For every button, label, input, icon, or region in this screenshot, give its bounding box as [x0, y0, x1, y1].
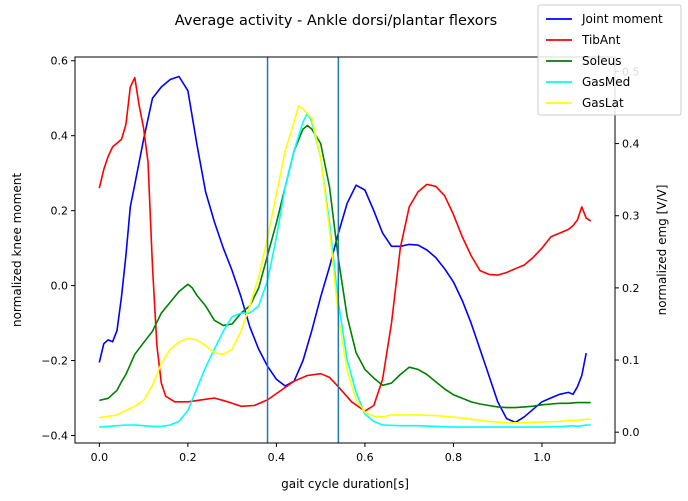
left-y-tick-label: 0.6 [51, 55, 69, 68]
right-y-tick-label: 0.2 [622, 282, 640, 295]
left-y-tick-label: 0.4 [51, 130, 69, 143]
plot-frame [74, 56, 616, 444]
series-line-gasmed [99, 112, 591, 428]
x-tick-label: 0.8 [445, 451, 463, 464]
left-axis-ticks: −0.4 −0.2 0.0 0.2 0.4 0.6 [41, 55, 75, 443]
right-y-tick-label: 0.4 [622, 138, 640, 151]
x-axis-ticks: 0.0 0.2 0.4 0.6 0.8 1.0 [91, 443, 551, 464]
right-y-tick-label: 0.3 [622, 210, 640, 223]
legend-label: TibAnt [581, 33, 621, 47]
series-line-gaslat [99, 105, 591, 424]
x-axis-label: gait cycle duration[s] [281, 477, 409, 491]
x-tick-label: 0.6 [356, 451, 374, 464]
x-tick-label: 0.2 [179, 451, 197, 464]
series-line-joint-moment [98, 75, 587, 424]
series-line-tibant [98, 76, 592, 412]
legend-label: GasLat [582, 96, 624, 110]
right-y-tick-label: 0.0 [622, 426, 640, 439]
right-axis-ticks: 0.00.10.20.30.40.5 [615, 65, 640, 439]
chart-title: Average activity - Ankle dorsi/plantar f… [175, 13, 497, 29]
left-y-tick-label: 0.2 [51, 205, 69, 218]
legend-label: GasMed [582, 75, 630, 89]
legend-label: Soleus [582, 54, 622, 68]
x-tick-label: 1.0 [533, 451, 551, 464]
left-y-tick-label: −0.4 [41, 430, 68, 443]
legend-label: Joint moment [581, 12, 663, 26]
right-y-tick-label: 0.1 [622, 354, 640, 367]
x-tick-label: 0.0 [91, 451, 109, 464]
vertical-markers [266, 57, 340, 443]
series-layer [98, 75, 592, 428]
left-y-tick-label: −0.2 [41, 355, 68, 368]
legend-box [537, 4, 682, 116]
legend: Joint moment TibAnt Soleus GasMed GasLat [537, 4, 682, 116]
right-axis-label: normalized emg [V/V] [655, 185, 669, 316]
x-tick-label: 0.4 [268, 451, 286, 464]
series-line-soleus [99, 124, 591, 409]
left-y-tick-label: 0.0 [51, 280, 69, 293]
left-axis-label: normalized knee moment [10, 173, 24, 327]
